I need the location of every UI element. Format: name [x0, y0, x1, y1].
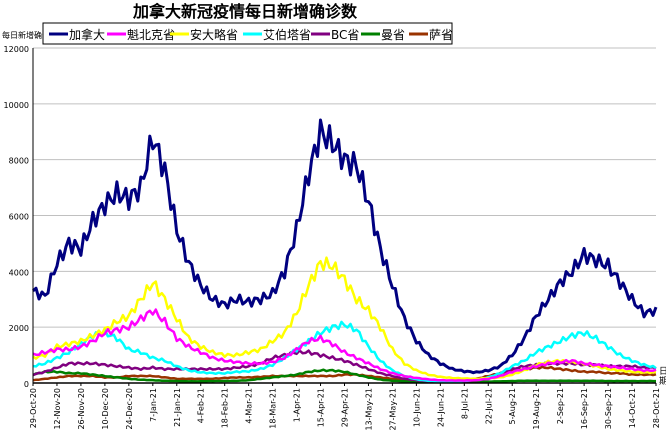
series-line-0	[31, 118, 658, 375]
x-tick-label: 29-Oct-20	[29, 388, 38, 428]
x-tick-label: 24-Dec-20	[125, 388, 134, 430]
legend-label: 加拿大	[69, 27, 105, 42]
x-tick-label: 29-Apr-21	[341, 388, 350, 427]
legend-item: 艾伯塔省	[243, 27, 311, 42]
legend-label: 安大略省	[190, 27, 238, 42]
x-tick-label: 18-Mar-21	[269, 388, 278, 429]
series-line-6	[32, 365, 657, 383]
x-axis-ticks: 29-Oct-20 12-Nov-20 26-Nov-20 10-Dec-20 24-D…	[29, 383, 661, 431]
y-tick-label: 10000	[4, 101, 29, 110]
y-tick-label: 8000	[9, 157, 29, 166]
x-tick-label: 30-Sep-21	[604, 388, 613, 429]
legend-item: 萨省	[409, 28, 453, 42]
x-tick-label: 16-Sep-21	[580, 388, 589, 429]
x-axis-label-text: 日期	[659, 366, 666, 387]
y-tick-label: 4000	[9, 268, 29, 277]
x-tick-label: 24-Jun-21	[436, 388, 445, 427]
x-tick-label: 12-Nov-20	[53, 388, 62, 430]
x-tick-label: 2-Sep-21	[556, 388, 565, 424]
legend-item: 安大略省	[170, 27, 238, 42]
x-tick-label: 28-Oct-21	[652, 388, 661, 428]
x-tick-label: 18-Feb-21	[221, 388, 230, 428]
legend-item: 曼省	[361, 28, 405, 42]
x-tick-label: 5-Aug-21	[508, 388, 517, 425]
x-tick-label: 4-Mar-21	[245, 388, 254, 424]
y-tick-label: 6000	[9, 213, 29, 222]
svg-text:期: 期	[659, 376, 666, 387]
x-tick-label: 1-Apr-21	[293, 388, 302, 422]
x-tick-label: 19-Aug-21	[532, 388, 541, 430]
y-axis-ticks: 0 2000 4000 6000 8000 10000 12000	[4, 45, 29, 389]
legend-label: 艾伯塔省	[263, 27, 311, 42]
x-tick-label: 10-Jun-21	[412, 388, 421, 427]
x-tick-label: 26-Nov-20	[77, 388, 86, 430]
x-axis-label: 日期	[659, 366, 666, 387]
svg-text:日: 日	[659, 366, 666, 377]
x-tick-label: 10-Dec-20	[101, 388, 110, 430]
x-tick-label: 7-Jan-21	[149, 388, 158, 422]
series-line-3	[32, 320, 657, 383]
x-tick-label: 27-May-21	[388, 388, 397, 431]
x-tick-label: 14-Oct-21	[628, 388, 637, 428]
series-line-1	[32, 308, 657, 382]
x-tick-label: 13-May-21	[364, 388, 373, 431]
series-lines	[31, 118, 658, 384]
x-tick-label: 15-Apr-21	[317, 388, 326, 427]
y-axis-label: 每日新增确诊	[2, 30, 50, 40]
gridlines	[33, 47, 656, 328]
legend-label: 曼省	[381, 28, 405, 42]
legend-item: BC省	[311, 28, 359, 42]
axes	[32, 48, 656, 384]
y-tick-label: 12000	[4, 45, 29, 54]
chart-title: 加拿大新冠疫情每日新增确诊数	[132, 2, 358, 21]
x-tick-label: 22-Jul-21	[484, 388, 493, 424]
y-tick-label: 0	[24, 380, 29, 389]
legend-label: 萨省	[429, 28, 453, 42]
legend-label: 魁北克省	[127, 27, 175, 42]
x-tick-label: 21-Jan-21	[173, 388, 182, 427]
y-tick-label: 2000	[9, 324, 29, 333]
legend-item: 魁北克省	[107, 27, 175, 42]
legend-label: BC省	[331, 28, 359, 42]
series-line-5	[32, 368, 656, 384]
x-tick-label: 4-Feb-21	[197, 388, 206, 423]
x-tick-label: 8-Jul-21	[460, 388, 469, 419]
legend: 加拿大 魁北克省 安大略省 艾伯塔省 BC省 曼省 萨省	[42, 22, 453, 45]
legend-item: 加拿大	[49, 27, 105, 42]
